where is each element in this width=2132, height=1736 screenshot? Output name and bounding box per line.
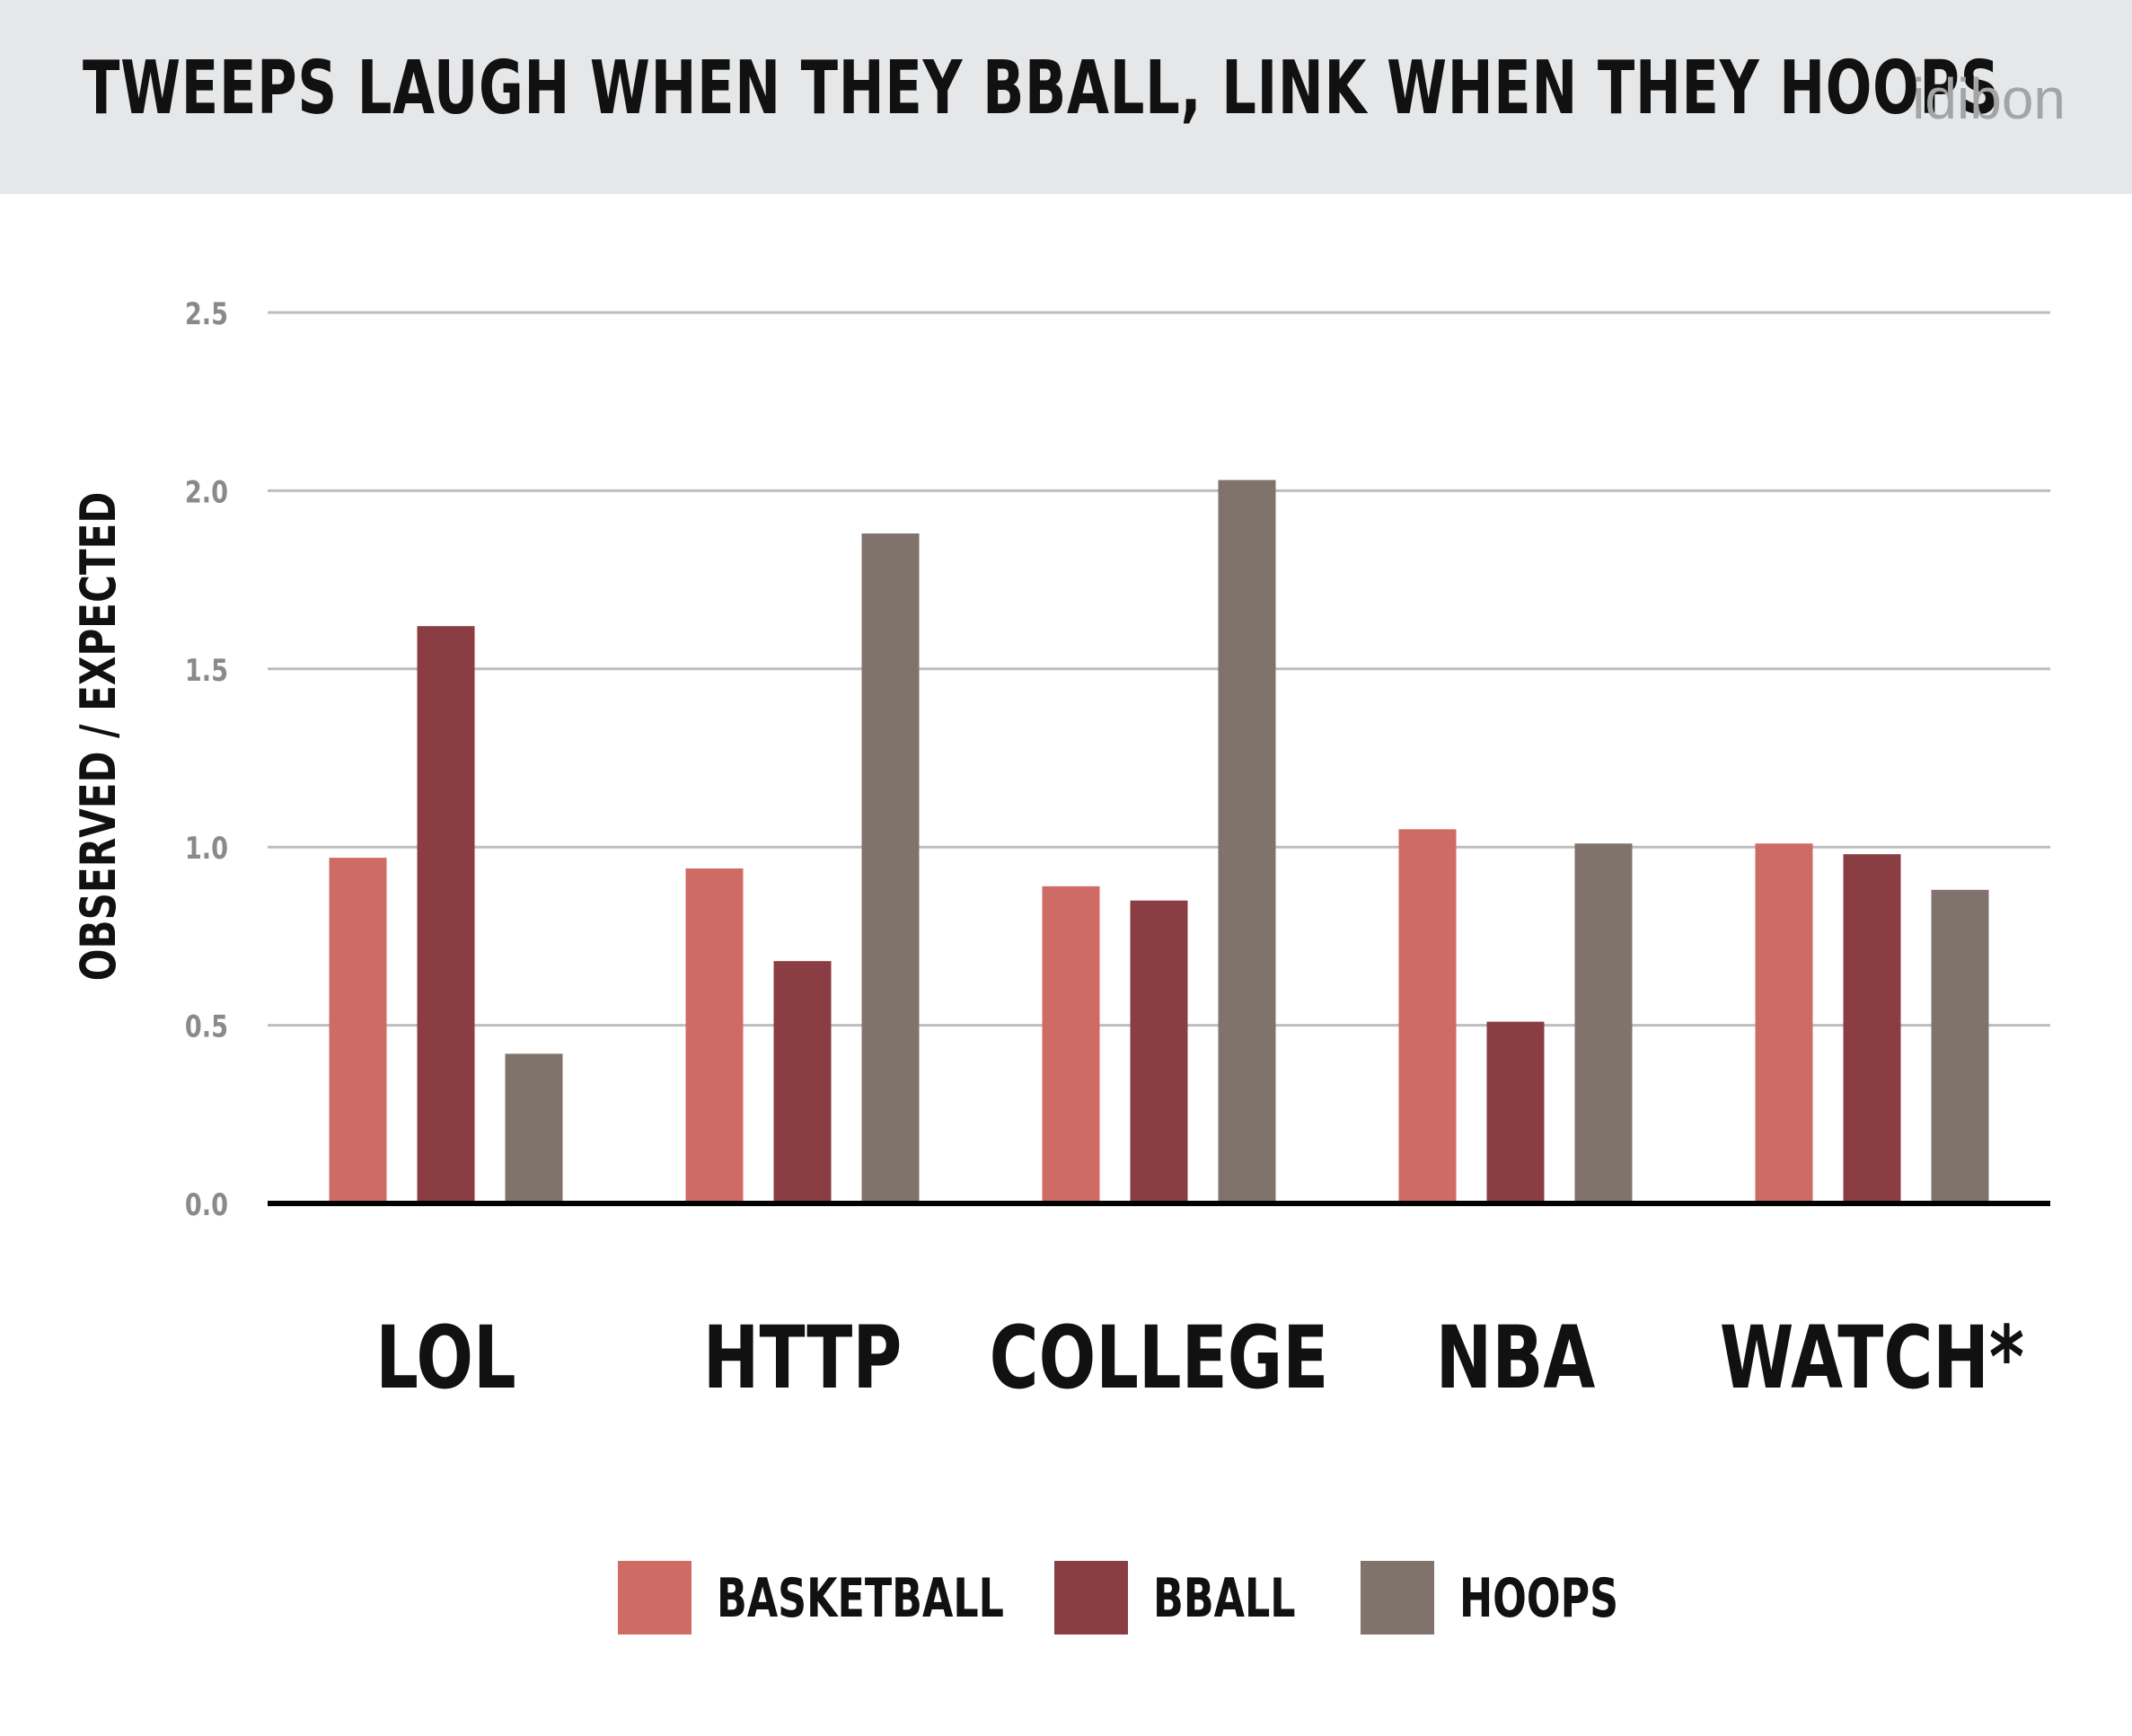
- bar-basketball-watch: [1755, 843, 1813, 1203]
- legend-label: HOOPS: [1459, 1567, 1618, 1629]
- category-label: LOL: [375, 1309, 515, 1409]
- y-axis-title: OBSERVED / EXPECTED: [71, 492, 127, 982]
- bar-hoops-watch: [1931, 889, 1989, 1203]
- y-tick-label: 2.0: [185, 474, 228, 510]
- y-tick-label: 1.5: [185, 653, 228, 689]
- bar-bball-nba: [1486, 1021, 1545, 1203]
- legend-swatch: [1054, 1561, 1128, 1635]
- bar-hoops-http: [861, 533, 920, 1203]
- bar-basketball-lol: [329, 858, 387, 1203]
- header-bar: TWEEPS LAUGH WHEN THEY BBALL, LINK WHEN …: [0, 0, 2132, 194]
- category-label: WATCH*: [1720, 1309, 2024, 1409]
- bar-hoops-college: [1218, 480, 1276, 1203]
- bar-hoops-lol: [505, 1053, 563, 1203]
- bar-basketball-nba: [1398, 829, 1457, 1203]
- y-tick-label: 0.0: [185, 1187, 228, 1223]
- y-tick-label: 0.5: [185, 1009, 228, 1045]
- bar-bball-watch: [1843, 854, 1901, 1203]
- bar-bball-lol: [417, 626, 475, 1203]
- bar-bball-http: [773, 961, 832, 1203]
- category-label: HTTP: [703, 1309, 902, 1409]
- bar-hoops-nba: [1574, 843, 1633, 1203]
- y-tick-label: 1.0: [185, 831, 228, 867]
- category-labels: LOL HTTP COLLEGE NBA WATCH*: [375, 1309, 2024, 1409]
- category-label: COLLEGE: [990, 1309, 1329, 1409]
- legend-label: BASKETBALL: [717, 1567, 1004, 1629]
- legend-label: BBALL: [1153, 1567, 1296, 1629]
- bar-basketball-college: [1042, 886, 1100, 1203]
- legend: BASKETBALL BBALL HOOPS: [618, 1561, 1618, 1635]
- category-label: NBA: [1436, 1309, 1596, 1409]
- brand-logo: idibon: [1912, 66, 2066, 131]
- bar-basketball-http: [685, 868, 744, 1203]
- legend-swatch: [618, 1561, 692, 1635]
- legend-swatch: [1361, 1561, 1434, 1635]
- gridlines: [268, 311, 2050, 1027]
- chart-title: TWEEPS LAUGH WHEN THEY BBALL, LINK WHEN …: [83, 46, 2001, 131]
- bar-bball-college: [1130, 900, 1188, 1203]
- y-tick-labels: 0.0 0.5 1.0 1.5 2.0 2.5: [185, 296, 228, 1223]
- bars: [329, 480, 1989, 1203]
- y-tick-label: 2.5: [185, 296, 228, 332]
